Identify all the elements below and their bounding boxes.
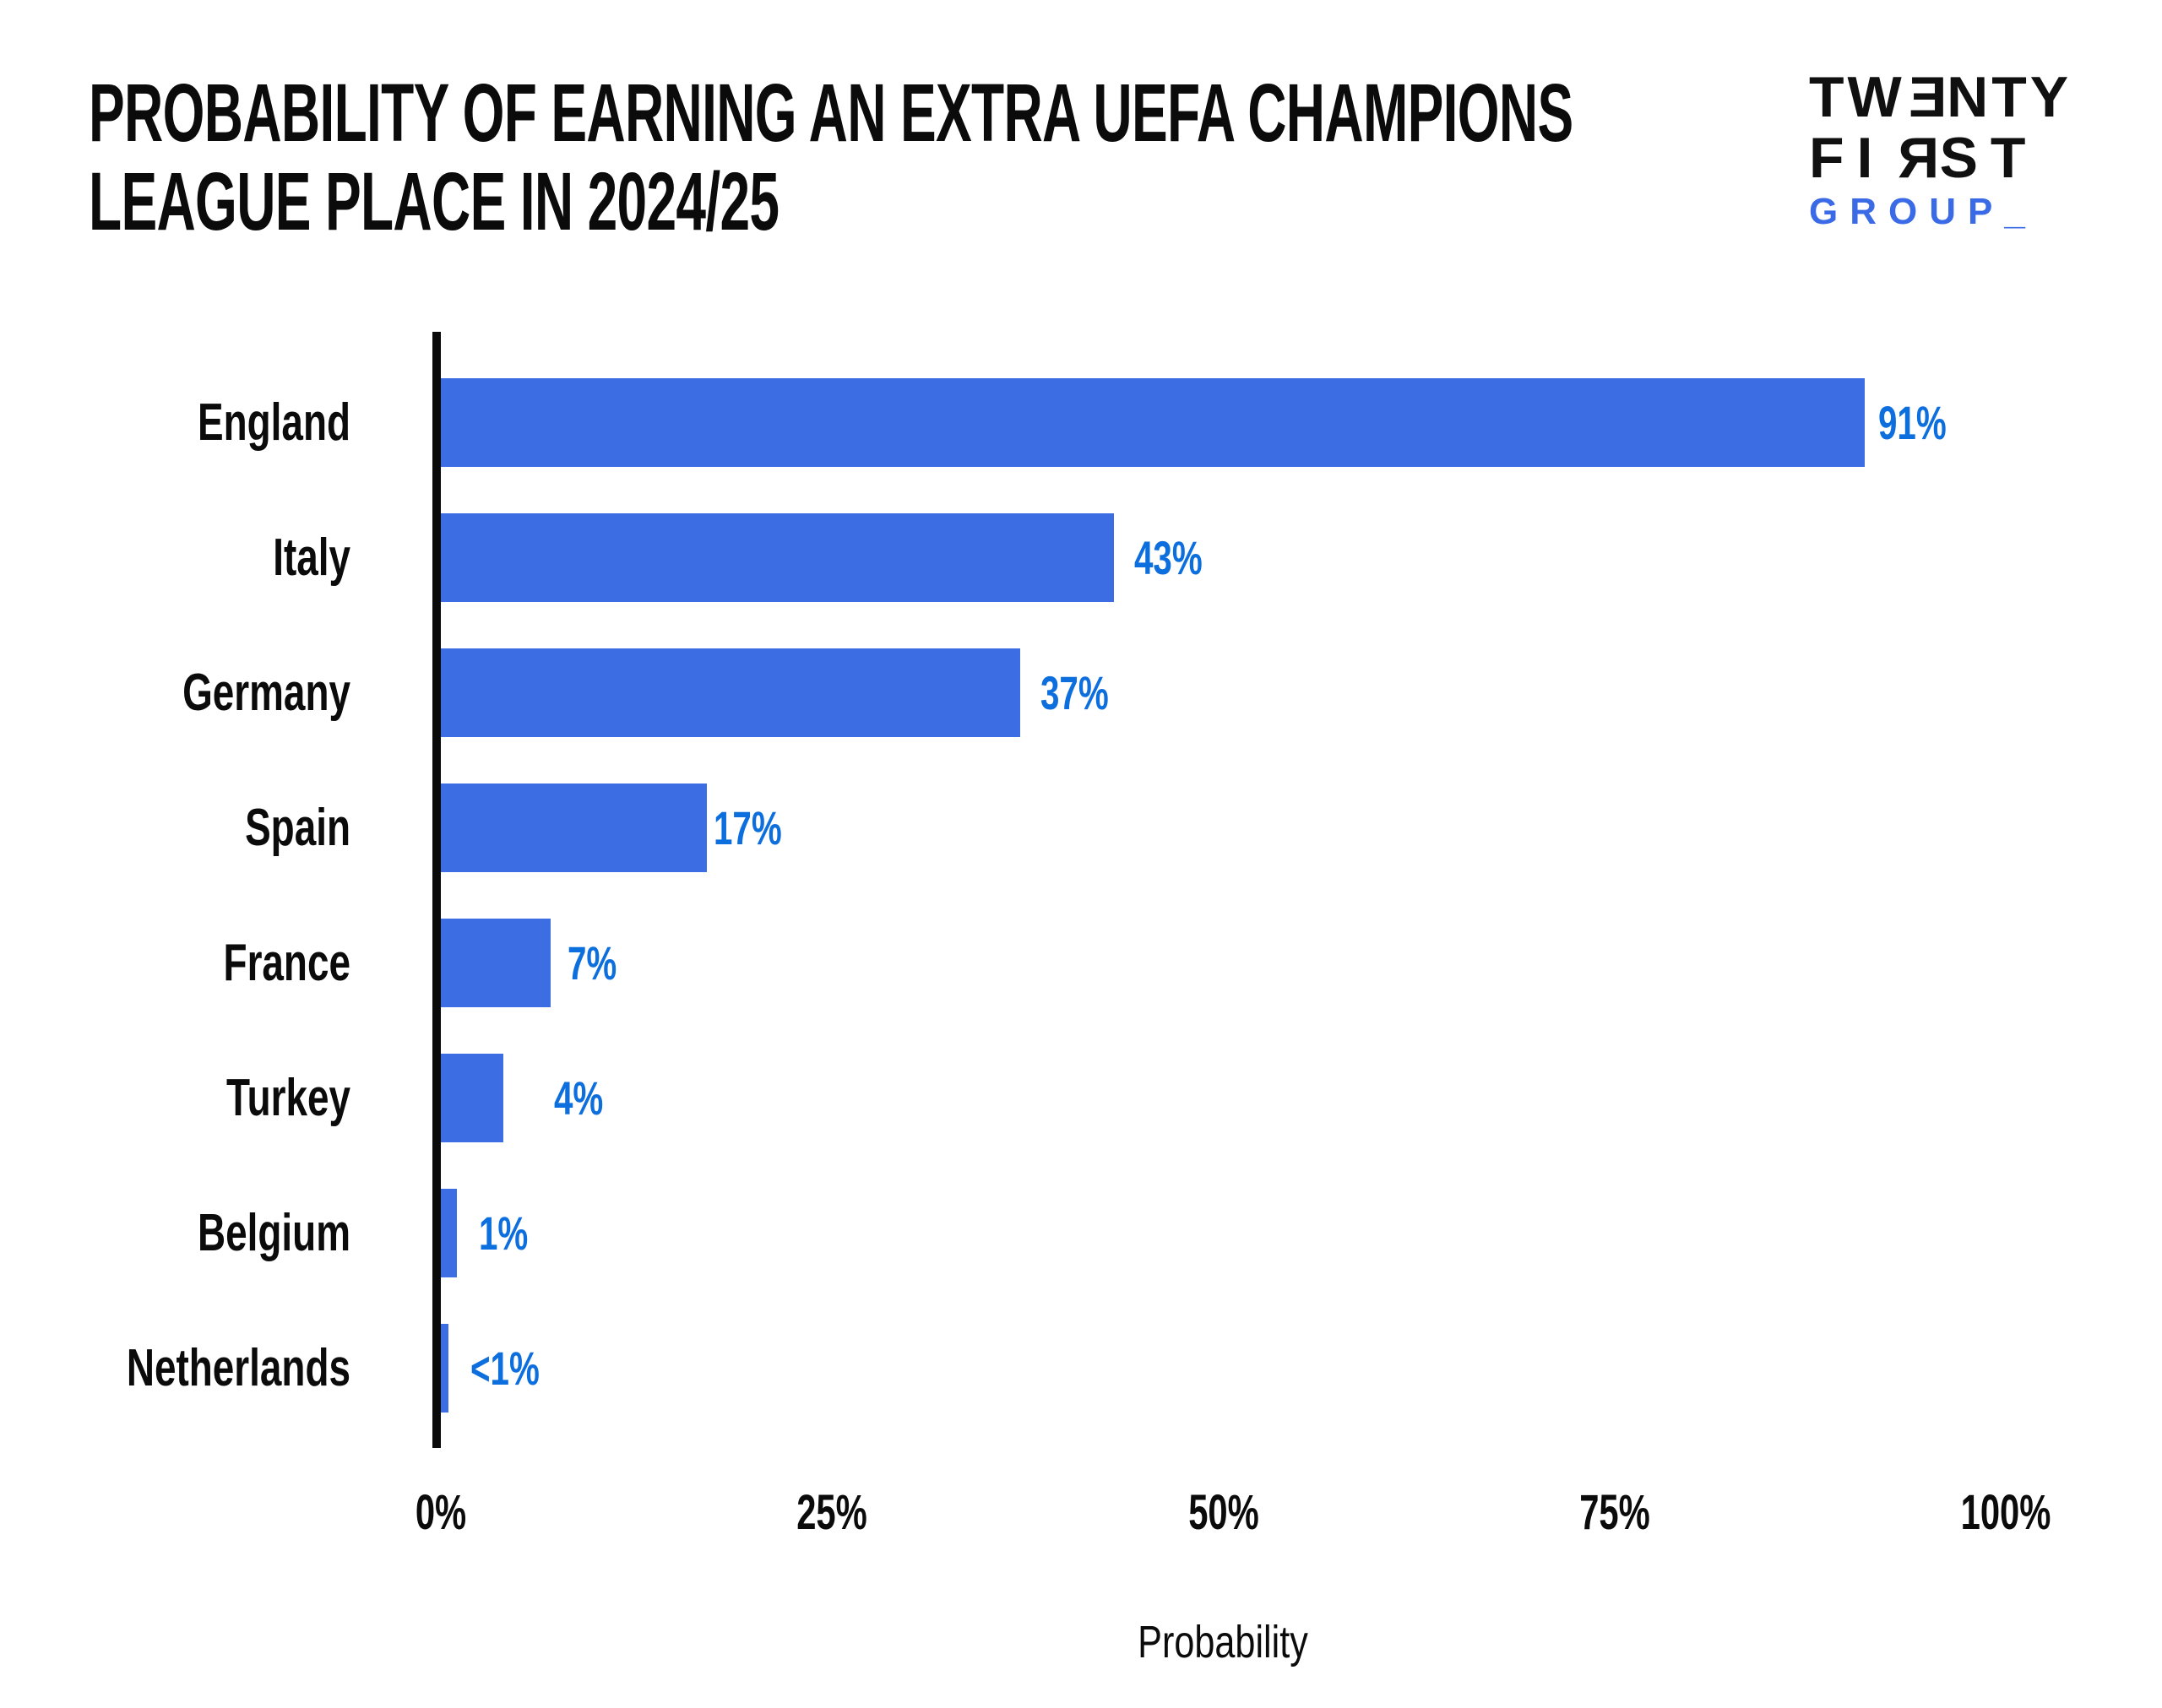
category-label: Belgium: [198, 1204, 350, 1262]
bar: [441, 378, 1866, 467]
bar-value-label: 37%: [1040, 666, 1109, 719]
logo-letter: E: [1904, 65, 1947, 129]
category-label: Germany: [182, 664, 350, 722]
logo-line: TWENTY: [1809, 65, 2072, 129]
logo-letter: T: [1991, 65, 2030, 129]
bar: [441, 919, 551, 1007]
bar-row: Spain 17%: [0, 784, 2162, 872]
bar-value-label: <1%: [470, 1342, 540, 1395]
bar-value-label: 4%: [554, 1071, 604, 1125]
logo-line: GROUP_: [1809, 192, 2072, 232]
bar: [441, 784, 707, 872]
bar: [441, 1189, 457, 1277]
bar-row: Netherlands <1%: [0, 1324, 2162, 1412]
axis-tick-label: 0%: [415, 1485, 467, 1540]
logo-letter: G: [1809, 191, 1850, 232]
logo-letter: F: [1809, 126, 1857, 190]
axis-tick-label: 75%: [1578, 1485, 1650, 1540]
logo-letter: U: [1929, 191, 1969, 232]
logo-letter: T: [1990, 126, 2039, 190]
logo-letter: S: [1939, 126, 1991, 190]
logo-letter: P: [1968, 191, 2005, 232]
bar-row: England 91%: [0, 378, 2162, 467]
category-label: Spain: [245, 799, 350, 857]
logo-line: FIRST: [1809, 126, 2072, 190]
category-label: England: [198, 393, 350, 452]
bar-value-label: 1%: [478, 1206, 528, 1260]
bar-value-label: 91%: [1878, 396, 1947, 449]
axis-tick-label: 100%: [1960, 1485, 2051, 1540]
bar: [441, 1324, 449, 1412]
x-axis-title: Probability: [1138, 1617, 1308, 1667]
logo-letter: I: [1856, 126, 1886, 190]
bar-row: Germany 37%: [0, 648, 2162, 737]
bar: [441, 1054, 504, 1142]
logo-letter: _: [2004, 191, 2037, 232]
bar-row: Belgium 1%: [0, 1189, 2162, 1277]
axis-tick-label: 50%: [1187, 1485, 1259, 1540]
bar-value-label: 43%: [1133, 531, 1203, 584]
chart-title-line2: LEAGUE PLACE IN 2024/25: [89, 155, 780, 247]
logo-letter: N: [1947, 65, 1992, 129]
bar-value-label: 7%: [567, 936, 617, 990]
category-label: France: [223, 934, 350, 992]
bar-row: Italy 43%: [0, 513, 2162, 602]
bar: [441, 648, 1020, 737]
logo-letter: Y: [2029, 65, 2072, 129]
axis-tick-label: 25%: [796, 1485, 868, 1540]
logo-letter: R: [1850, 191, 1889, 232]
bar-row: Turkey 4%: [0, 1054, 2162, 1142]
category-label: Netherlands: [126, 1339, 350, 1397]
chart-title-line1: PROBABILITY OF EARNING AN EXTRA UEFA CHA…: [89, 67, 1573, 159]
logo-letter: T: [1809, 65, 1848, 129]
category-label: Italy: [273, 529, 350, 587]
bar-value-label: 17%: [714, 801, 782, 854]
logo-letter: O: [1888, 191, 1930, 232]
brand-logo: TWENTY FIRST GROUP_: [1809, 65, 2072, 232]
logo-letter: W: [1847, 65, 1905, 129]
bar: [441, 513, 1114, 602]
y-axis-line: [432, 332, 441, 1448]
bar-row: France 7%: [0, 919, 2162, 1007]
category-label: Turkey: [225, 1069, 350, 1127]
logo-letter: R: [1885, 126, 1940, 190]
